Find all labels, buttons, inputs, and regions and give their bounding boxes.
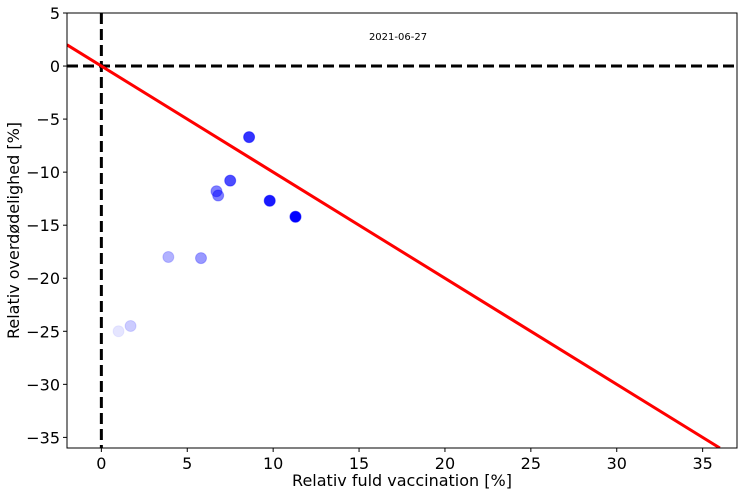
y-tick-label: 5 [50, 4, 60, 23]
data-point [289, 210, 302, 223]
data-point [195, 252, 207, 265]
x-tick-label: 0 [96, 454, 106, 473]
x-tick-label: 15 [349, 454, 369, 473]
x-tick-label: 10 [263, 454, 283, 473]
x-tick-label: 25 [521, 454, 541, 473]
y-tick-label: −30 [26, 375, 60, 394]
x-tick-label: 30 [607, 454, 627, 473]
x-tick-label: 35 [692, 454, 712, 473]
x-axis-label: Relativ fuld vaccination [%] [292, 471, 512, 490]
y-tick-label: −15 [26, 216, 60, 235]
x-tick-label: 5 [182, 454, 192, 473]
data-point [224, 174, 237, 187]
y-tick-label: −25 [26, 322, 60, 341]
x-tick-label: 20 [435, 454, 455, 473]
y-axis-label: Relativ overdødelighed [%] [4, 122, 23, 339]
y-tick-label: 0 [50, 57, 60, 76]
data-point [162, 251, 175, 264]
data-point [112, 325, 125, 338]
data-point [263, 194, 276, 207]
y-tick-label: −20 [26, 269, 60, 288]
plot-frame [66, 12, 738, 449]
data-point [124, 319, 137, 332]
y-tick-label: −5 [36, 110, 60, 129]
date-annotation: 2021-06-27 [369, 32, 427, 43]
data-point [243, 131, 256, 144]
trend-line [67, 43, 721, 448]
y-tick-label: −10 [26, 163, 60, 182]
data-point [212, 189, 225, 202]
y-tick-label: −35 [26, 428, 60, 447]
